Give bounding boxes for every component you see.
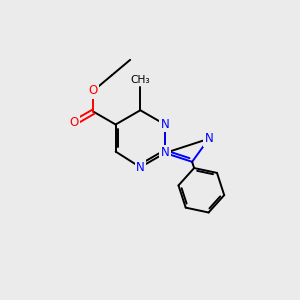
Text: N: N [205, 132, 213, 145]
Text: O: O [89, 84, 98, 97]
Text: N: N [160, 118, 169, 131]
Text: O: O [69, 116, 79, 129]
Text: CH₃: CH₃ [130, 75, 150, 85]
Text: N: N [136, 161, 145, 174]
Text: N: N [160, 146, 169, 160]
